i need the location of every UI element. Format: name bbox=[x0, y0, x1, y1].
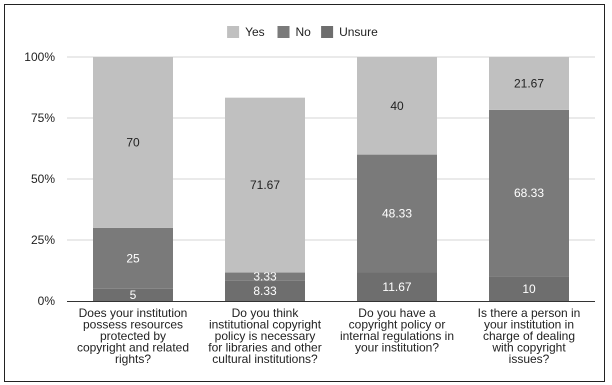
bar-segment-no bbox=[489, 109, 569, 277]
bar-segment-yes bbox=[489, 57, 569, 110]
bar-segment-no bbox=[357, 154, 437, 273]
bar-data-label: 25 bbox=[126, 251, 140, 265]
stacked-bar-chart: 0% 25% 50% 75% 100% 5 25 70 Does your institutio… bbox=[24, 25, 595, 366]
legend-swatch-no bbox=[277, 26, 290, 38]
bar-data-label: 11.67 bbox=[382, 280, 411, 294]
legend-label-no: No bbox=[296, 25, 312, 39]
bar-data-label: 10 bbox=[522, 282, 536, 296]
bar-segment-yes bbox=[93, 57, 173, 228]
bar-segment-yes bbox=[225, 97, 305, 273]
bar-data-label: 71.67 bbox=[250, 178, 280, 192]
x-category-label: Do you think institutional copyright polic… bbox=[208, 306, 321, 366]
bar-data-label: 3.33 bbox=[253, 270, 277, 284]
x-category-label: Do you have a copyright policy or internal… bbox=[340, 306, 454, 355]
bar-segment-no bbox=[93, 227, 173, 289]
y-tick-label: 50% bbox=[31, 172, 55, 186]
bar-segment-unsure bbox=[225, 280, 305, 301]
bar-segment-unsure bbox=[93, 288, 173, 301]
bar-segment-unsure bbox=[357, 272, 437, 301]
bar-data-label: 48.33 bbox=[382, 207, 412, 221]
bar-segment-no bbox=[225, 272, 305, 281]
bar-data-label: 68.33 bbox=[514, 186, 544, 200]
legend-swatch-yes bbox=[227, 26, 240, 38]
y-tick-label: 100% bbox=[24, 50, 55, 64]
x-category-label: Does your institution possess resources pr… bbox=[77, 306, 189, 366]
x-category-label: Is there a person in your institution in c… bbox=[478, 306, 581, 366]
bar-data-label: 70 bbox=[126, 135, 140, 149]
legend-label-yes: Yes bbox=[245, 25, 265, 39]
bar-data-label: 21.67 bbox=[514, 76, 544, 90]
y-tick-label: 75% bbox=[31, 111, 55, 125]
y-tick-label: 25% bbox=[31, 233, 55, 247]
bar-segment-yes bbox=[357, 57, 437, 155]
chart-frame: 0% 25% 50% 75% 100% 5 25 70 Does your institutio… bbox=[4, 4, 605, 382]
bar-data-label: 8.33 bbox=[253, 284, 277, 298]
bar-data-label: 40 bbox=[390, 99, 404, 113]
legend-label-unsure: Unsure bbox=[339, 25, 378, 39]
y-tick-label: 0% bbox=[38, 294, 56, 308]
bar-segment-unsure bbox=[489, 276, 569, 301]
legend-swatch-unsure bbox=[321, 26, 334, 38]
bar-data-label: 5 bbox=[130, 288, 137, 302]
